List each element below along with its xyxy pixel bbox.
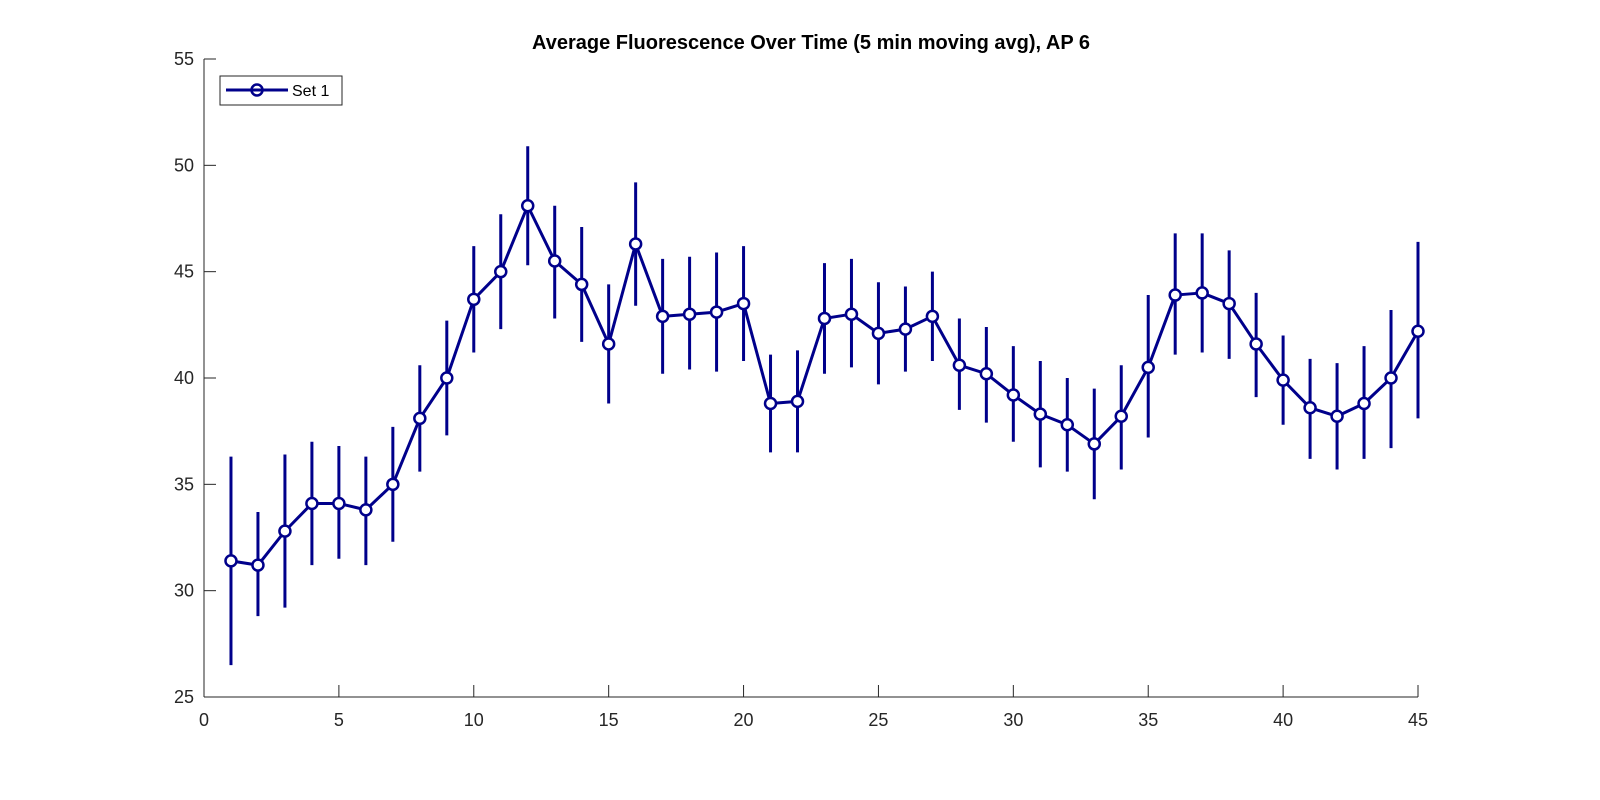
data-point [601, 337, 616, 351]
legend: Set 1 [219, 75, 343, 106]
data-point [386, 477, 400, 492]
data-point [1411, 324, 1425, 338]
legend-label: Set 1 [292, 83, 329, 100]
data-point [817, 311, 832, 326]
data-point [1303, 401, 1317, 415]
x-tick-label: 10 [464, 710, 484, 730]
data-point [1249, 337, 1263, 351]
data-point [1087, 437, 1102, 451]
data-point [1033, 407, 1048, 421]
data-point [1195, 286, 1209, 300]
x-tick-label: 35 [1138, 710, 1158, 730]
data-point [413, 411, 427, 426]
data-point [1168, 288, 1182, 302]
data-point [628, 237, 643, 251]
data-point [790, 394, 805, 409]
data-point [224, 554, 238, 568]
data-point [1006, 388, 1021, 402]
x-tick-label: 30 [1003, 710, 1023, 730]
axes: 0 5 10 15 20 25 30 35 40 45 25 30 35 40 45 50 55 [174, 49, 1428, 730]
x-tick-label: 15 [599, 710, 619, 730]
y-tick-label: 45 [174, 262, 194, 282]
data-point [520, 198, 535, 213]
data-markers [224, 198, 1425, 572]
data-point [467, 292, 481, 307]
x-tick-label: 25 [868, 710, 888, 730]
data-point [1357, 396, 1371, 411]
data-point [952, 358, 967, 372]
y-tick-label: 50 [174, 155, 194, 175]
x-tick-label: 0 [199, 710, 209, 730]
y-tick-label: 40 [174, 368, 194, 388]
data-point [359, 503, 373, 517]
data-point [1222, 296, 1236, 311]
data-point [655, 309, 670, 324]
data-point [736, 296, 751, 311]
data-point [898, 322, 913, 336]
y-tick-label: 25 [174, 687, 194, 707]
y-tick-label: 55 [174, 49, 194, 69]
data-point [305, 496, 319, 511]
data-point [1276, 373, 1290, 387]
data-point [925, 309, 940, 324]
data-point [682, 307, 697, 321]
data-point [574, 277, 589, 292]
data-point [440, 371, 454, 385]
data-point [844, 307, 859, 321]
data-point [871, 326, 886, 341]
data-point [494, 264, 508, 279]
data-point [1060, 418, 1075, 432]
data-point [763, 396, 778, 411]
data-point [547, 254, 562, 268]
chart-title: Average Fluorescence Over Time (5 min mo… [532, 32, 1090, 54]
y-tick-label: 35 [174, 474, 194, 494]
data-point [251, 558, 265, 572]
data-point [1330, 409, 1344, 424]
data-point [332, 496, 346, 511]
x-tick-label: 40 [1273, 710, 1293, 730]
data-point [278, 524, 292, 538]
data-point [1384, 371, 1398, 385]
x-tick-label: 5 [334, 710, 344, 730]
data-point [1114, 409, 1128, 424]
x-tick-label: 45 [1408, 710, 1428, 730]
data-point [709, 305, 724, 319]
y-tick-label: 30 [174, 581, 194, 601]
legend-marker-swatch [250, 83, 264, 97]
data-point [1141, 360, 1155, 375]
x-tick-label: 20 [734, 710, 754, 730]
data-point [979, 366, 994, 381]
